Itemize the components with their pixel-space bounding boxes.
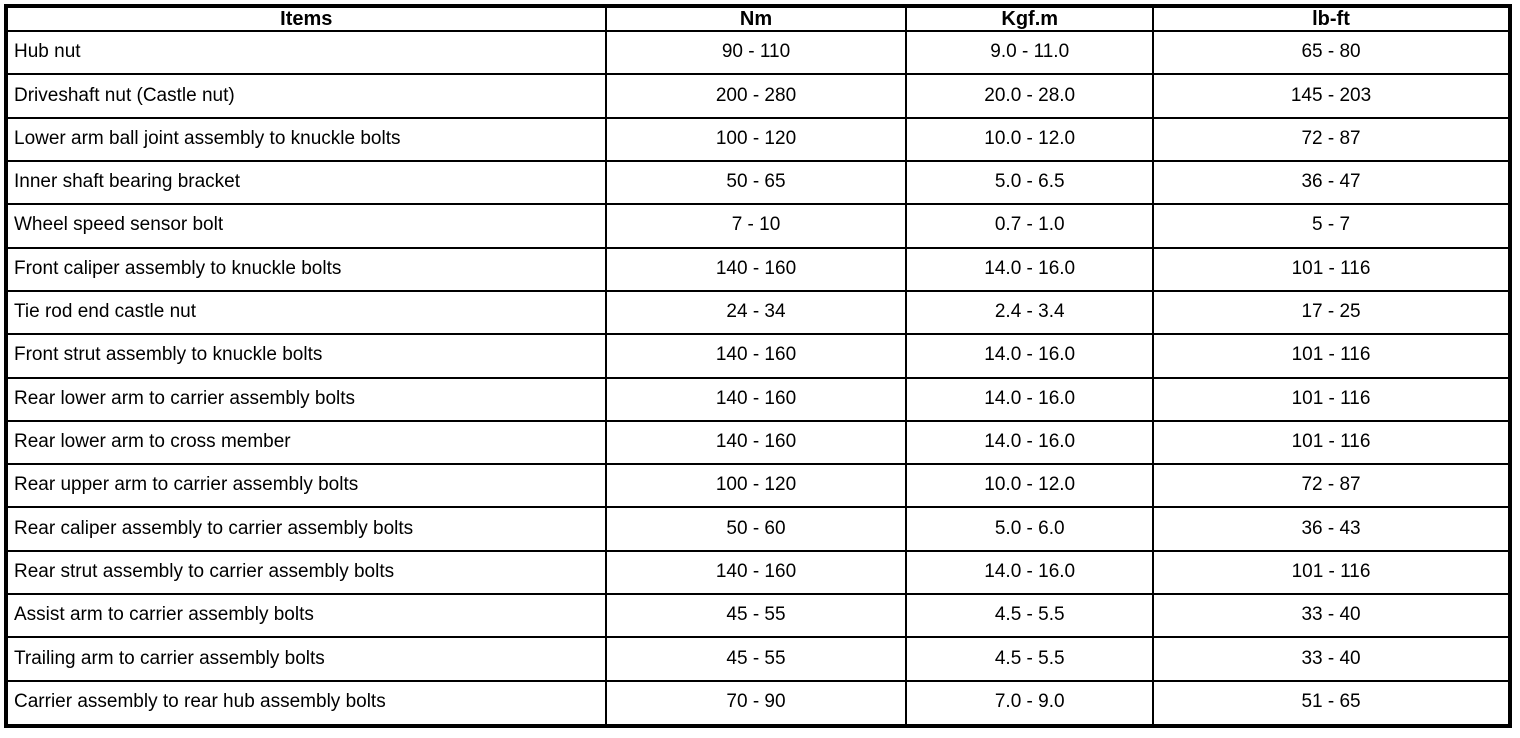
kgfm-cell: 7.0 - 9.0 — [905, 679, 1155, 728]
nm-cell: 140 - 160 — [604, 549, 908, 596]
kgfm-cell: 4.5 - 5.5 — [905, 593, 1155, 639]
nm-cell: 200 - 280 — [604, 73, 908, 119]
item-cell: Rear upper arm to carrier assembly bolts — [5, 463, 607, 509]
kgfm-cell: 14.0 - 16.0 — [905, 549, 1155, 596]
lbft-cell: 33 - 40 — [1152, 593, 1511, 639]
item-cell: Lower arm ball joint assembly to knuckle… — [5, 116, 607, 162]
lbft-cell: 101 - 116 — [1152, 246, 1511, 292]
kgfm-cell: 10.0 - 12.0 — [905, 116, 1155, 162]
table-row: Front caliper assembly to knuckle bolts … — [5, 246, 1511, 292]
table-row: Assist arm to carrier assembly bolts 45 … — [5, 593, 1511, 639]
lbft-cell: 36 - 43 — [1152, 506, 1511, 552]
lbft-cell: 36 - 47 — [1152, 159, 1511, 206]
kgfm-cell: 2.4 - 3.4 — [905, 289, 1155, 336]
table-row: Rear strut assembly to carrier assembly … — [5, 549, 1511, 596]
nm-cell: 90 - 110 — [604, 29, 908, 76]
item-cell: Driveshaft nut (Castle nut) — [5, 73, 607, 119]
kgfm-cell: 20.0 - 28.0 — [905, 73, 1155, 119]
lbft-cell: 51 - 65 — [1152, 679, 1511, 728]
table-row: Wheel speed sensor bolt 7 - 10 0.7 - 1.0… — [5, 203, 1511, 249]
lbft-cell: 145 - 203 — [1152, 73, 1511, 119]
kgfm-cell: 4.5 - 5.5 — [905, 636, 1155, 682]
torque-spec-table: Items Nm Kgf.m lb-ft Hub nut 90 - 110 9.… — [4, 4, 1512, 728]
item-cell: Rear strut assembly to carrier assembly … — [5, 549, 607, 596]
column-header-lbft: lb-ft — [1152, 5, 1511, 32]
nm-cell: 45 - 55 — [604, 593, 908, 639]
nm-cell: 140 - 160 — [604, 376, 908, 422]
item-cell: Wheel speed sensor bolt — [5, 203, 607, 249]
lbft-cell: 101 - 116 — [1152, 419, 1511, 466]
lbft-cell: 101 - 116 — [1152, 333, 1511, 379]
table-row: Rear caliper assembly to carrier assembl… — [5, 506, 1511, 552]
table-header: Items Nm Kgf.m lb-ft — [5, 5, 1511, 32]
lbft-cell: 33 - 40 — [1152, 636, 1511, 682]
item-cell: Rear lower arm to carrier assembly bolts — [5, 376, 607, 422]
lbft-cell: 17 - 25 — [1152, 289, 1511, 336]
table-row: Rear lower arm to cross member 140 - 160… — [5, 419, 1511, 466]
nm-cell: 50 - 65 — [604, 159, 908, 206]
column-header-kgfm: Kgf.m — [905, 5, 1155, 32]
kgfm-cell: 14.0 - 16.0 — [905, 333, 1155, 379]
header-row: Items Nm Kgf.m lb-ft — [5, 5, 1511, 32]
item-cell: Carrier assembly to rear hub assembly bo… — [5, 679, 607, 728]
kgfm-cell: 5.0 - 6.0 — [905, 506, 1155, 552]
column-header-nm: Nm — [604, 5, 908, 32]
nm-cell: 50 - 60 — [604, 506, 908, 552]
kgfm-cell: 0.7 - 1.0 — [905, 203, 1155, 249]
kgfm-cell: 14.0 - 16.0 — [905, 246, 1155, 292]
nm-cell: 140 - 160 — [604, 419, 908, 466]
lbft-cell: 72 - 87 — [1152, 463, 1511, 509]
item-cell: Trailing arm to carrier assembly bolts — [5, 636, 607, 682]
table-row: Hub nut 90 - 110 9.0 - 11.0 65 - 80 — [5, 29, 1511, 76]
item-cell: Front strut assembly to knuckle bolts — [5, 333, 607, 379]
item-cell: Assist arm to carrier assembly bolts — [5, 593, 607, 639]
nm-cell: 7 - 10 — [604, 203, 908, 249]
kgfm-cell: 9.0 - 11.0 — [905, 29, 1155, 76]
item-cell: Tie rod end castle nut — [5, 289, 607, 336]
lbft-cell: 101 - 116 — [1152, 549, 1511, 596]
nm-cell: 100 - 120 — [604, 116, 908, 162]
nm-cell: 140 - 160 — [604, 333, 908, 379]
nm-cell: 24 - 34 — [604, 289, 908, 336]
nm-cell: 45 - 55 — [604, 636, 908, 682]
table-row: Carrier assembly to rear hub assembly bo… — [5, 679, 1511, 728]
lbft-cell: 72 - 87 — [1152, 116, 1511, 162]
kgfm-cell: 14.0 - 16.0 — [905, 376, 1155, 422]
lbft-cell: 5 - 7 — [1152, 203, 1511, 249]
table-row: Trailing arm to carrier assembly bolts 4… — [5, 636, 1511, 682]
lbft-cell: 101 - 116 — [1152, 376, 1511, 422]
nm-cell: 140 - 160 — [604, 246, 908, 292]
table-body: Hub nut 90 - 110 9.0 - 11.0 65 - 80 Driv… — [5, 29, 1511, 728]
kgfm-cell: 14.0 - 16.0 — [905, 419, 1155, 466]
item-cell: Inner shaft bearing bracket — [5, 159, 607, 206]
item-cell: Rear caliper assembly to carrier assembl… — [5, 506, 607, 552]
table-row: Rear lower arm to carrier assembly bolts… — [5, 376, 1511, 422]
column-header-items: Items — [5, 5, 607, 32]
item-cell: Rear lower arm to cross member — [5, 419, 607, 466]
item-cell: Front caliper assembly to knuckle bolts — [5, 246, 607, 292]
kgfm-cell: 10.0 - 12.0 — [905, 463, 1155, 509]
kgfm-cell: 5.0 - 6.5 — [905, 159, 1155, 206]
nm-cell: 100 - 120 — [604, 463, 908, 509]
table-row: Tie rod end castle nut 24 - 34 2.4 - 3.4… — [5, 289, 1511, 336]
table-row: Lower arm ball joint assembly to knuckle… — [5, 116, 1511, 162]
table-row: Inner shaft bearing bracket 50 - 65 5.0 … — [5, 159, 1511, 206]
lbft-cell: 65 - 80 — [1152, 29, 1511, 76]
table-row: Driveshaft nut (Castle nut) 200 - 280 20… — [5, 73, 1511, 119]
nm-cell: 70 - 90 — [604, 679, 908, 728]
item-cell: Hub nut — [5, 29, 607, 76]
table-row: Front strut assembly to knuckle bolts 14… — [5, 333, 1511, 379]
table-row: Rear upper arm to carrier assembly bolts… — [5, 463, 1511, 509]
